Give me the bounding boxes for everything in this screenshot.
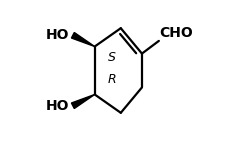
Text: HO: HO	[46, 99, 69, 113]
Text: HO: HO	[46, 28, 69, 42]
Polygon shape	[71, 94, 95, 109]
Text: R: R	[108, 73, 117, 86]
Text: S: S	[108, 51, 116, 64]
Text: CHO: CHO	[160, 26, 193, 40]
Polygon shape	[71, 32, 95, 47]
